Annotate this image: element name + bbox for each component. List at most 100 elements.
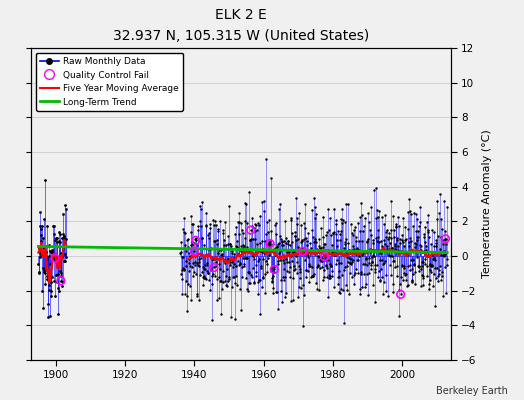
Point <box>262 231 270 237</box>
Point <box>321 257 330 264</box>
Point <box>285 249 293 256</box>
Point <box>348 232 357 238</box>
Point <box>241 235 249 241</box>
Point <box>217 250 226 257</box>
Point <box>233 282 241 288</box>
Point <box>59 230 67 237</box>
Point <box>270 266 279 273</box>
Point <box>395 287 403 294</box>
Point <box>235 231 243 237</box>
Point <box>307 274 315 280</box>
Point <box>244 269 252 276</box>
Point <box>190 262 199 268</box>
Point <box>381 212 389 218</box>
Point <box>408 278 417 284</box>
Point <box>375 278 384 284</box>
Point <box>401 272 409 278</box>
Point <box>361 260 369 267</box>
Point <box>190 248 199 254</box>
Point <box>213 228 222 234</box>
Point <box>419 273 428 280</box>
Point <box>38 250 46 257</box>
Point <box>210 222 219 229</box>
Point <box>340 320 348 326</box>
Point <box>259 198 268 204</box>
Point <box>42 223 51 230</box>
Point <box>39 234 47 241</box>
Point <box>368 259 376 265</box>
Point <box>257 248 265 254</box>
Point <box>54 311 62 318</box>
Point <box>311 238 320 244</box>
Point <box>263 219 271 226</box>
Point <box>194 227 202 234</box>
Point <box>49 256 58 262</box>
Point <box>205 277 213 284</box>
Point <box>179 254 187 260</box>
Point <box>260 250 268 256</box>
Point <box>218 285 226 292</box>
Point <box>386 253 394 259</box>
Point <box>366 227 375 233</box>
Point <box>204 246 213 252</box>
Point <box>226 241 235 248</box>
Point <box>282 240 290 246</box>
Point <box>246 280 254 286</box>
Point <box>396 281 404 287</box>
Point <box>357 238 366 244</box>
Point <box>208 316 216 323</box>
Point <box>247 274 256 280</box>
Point <box>400 270 408 276</box>
Point <box>372 266 380 273</box>
Point <box>287 214 296 221</box>
Point <box>216 266 224 272</box>
Point <box>355 214 364 220</box>
Point <box>295 248 303 254</box>
Point <box>338 206 346 212</box>
Point <box>227 256 235 262</box>
Point <box>178 266 186 273</box>
Point <box>177 249 185 256</box>
Point <box>271 245 279 251</box>
Point <box>352 251 360 257</box>
Point <box>438 226 446 233</box>
Point <box>421 224 430 231</box>
Point <box>332 217 341 223</box>
Point <box>317 225 325 232</box>
Point <box>319 214 328 220</box>
Point <box>226 242 235 249</box>
Point <box>182 247 190 254</box>
Point <box>369 252 378 259</box>
Point <box>58 244 67 251</box>
Point <box>231 230 239 237</box>
Point <box>53 235 61 241</box>
Point <box>422 243 430 249</box>
Point <box>293 220 301 227</box>
Point <box>301 201 309 207</box>
Point <box>177 271 185 277</box>
Point <box>258 256 267 262</box>
Point <box>209 270 217 277</box>
Point <box>231 315 239 322</box>
Point <box>389 288 397 295</box>
Point <box>313 246 322 252</box>
Point <box>191 236 200 242</box>
Point <box>184 256 193 262</box>
Point <box>253 249 261 255</box>
Point <box>203 262 211 268</box>
Point <box>351 270 359 276</box>
Point <box>417 247 425 253</box>
Point <box>372 215 380 221</box>
Point <box>323 206 332 212</box>
Point <box>374 233 382 240</box>
Point <box>432 243 441 249</box>
Point <box>426 267 434 273</box>
Point <box>51 237 60 244</box>
Point <box>189 273 198 279</box>
Point <box>45 286 53 293</box>
Point <box>214 225 222 232</box>
Point <box>234 219 243 226</box>
Point <box>299 281 307 288</box>
Point <box>267 228 276 234</box>
Point <box>342 236 350 242</box>
